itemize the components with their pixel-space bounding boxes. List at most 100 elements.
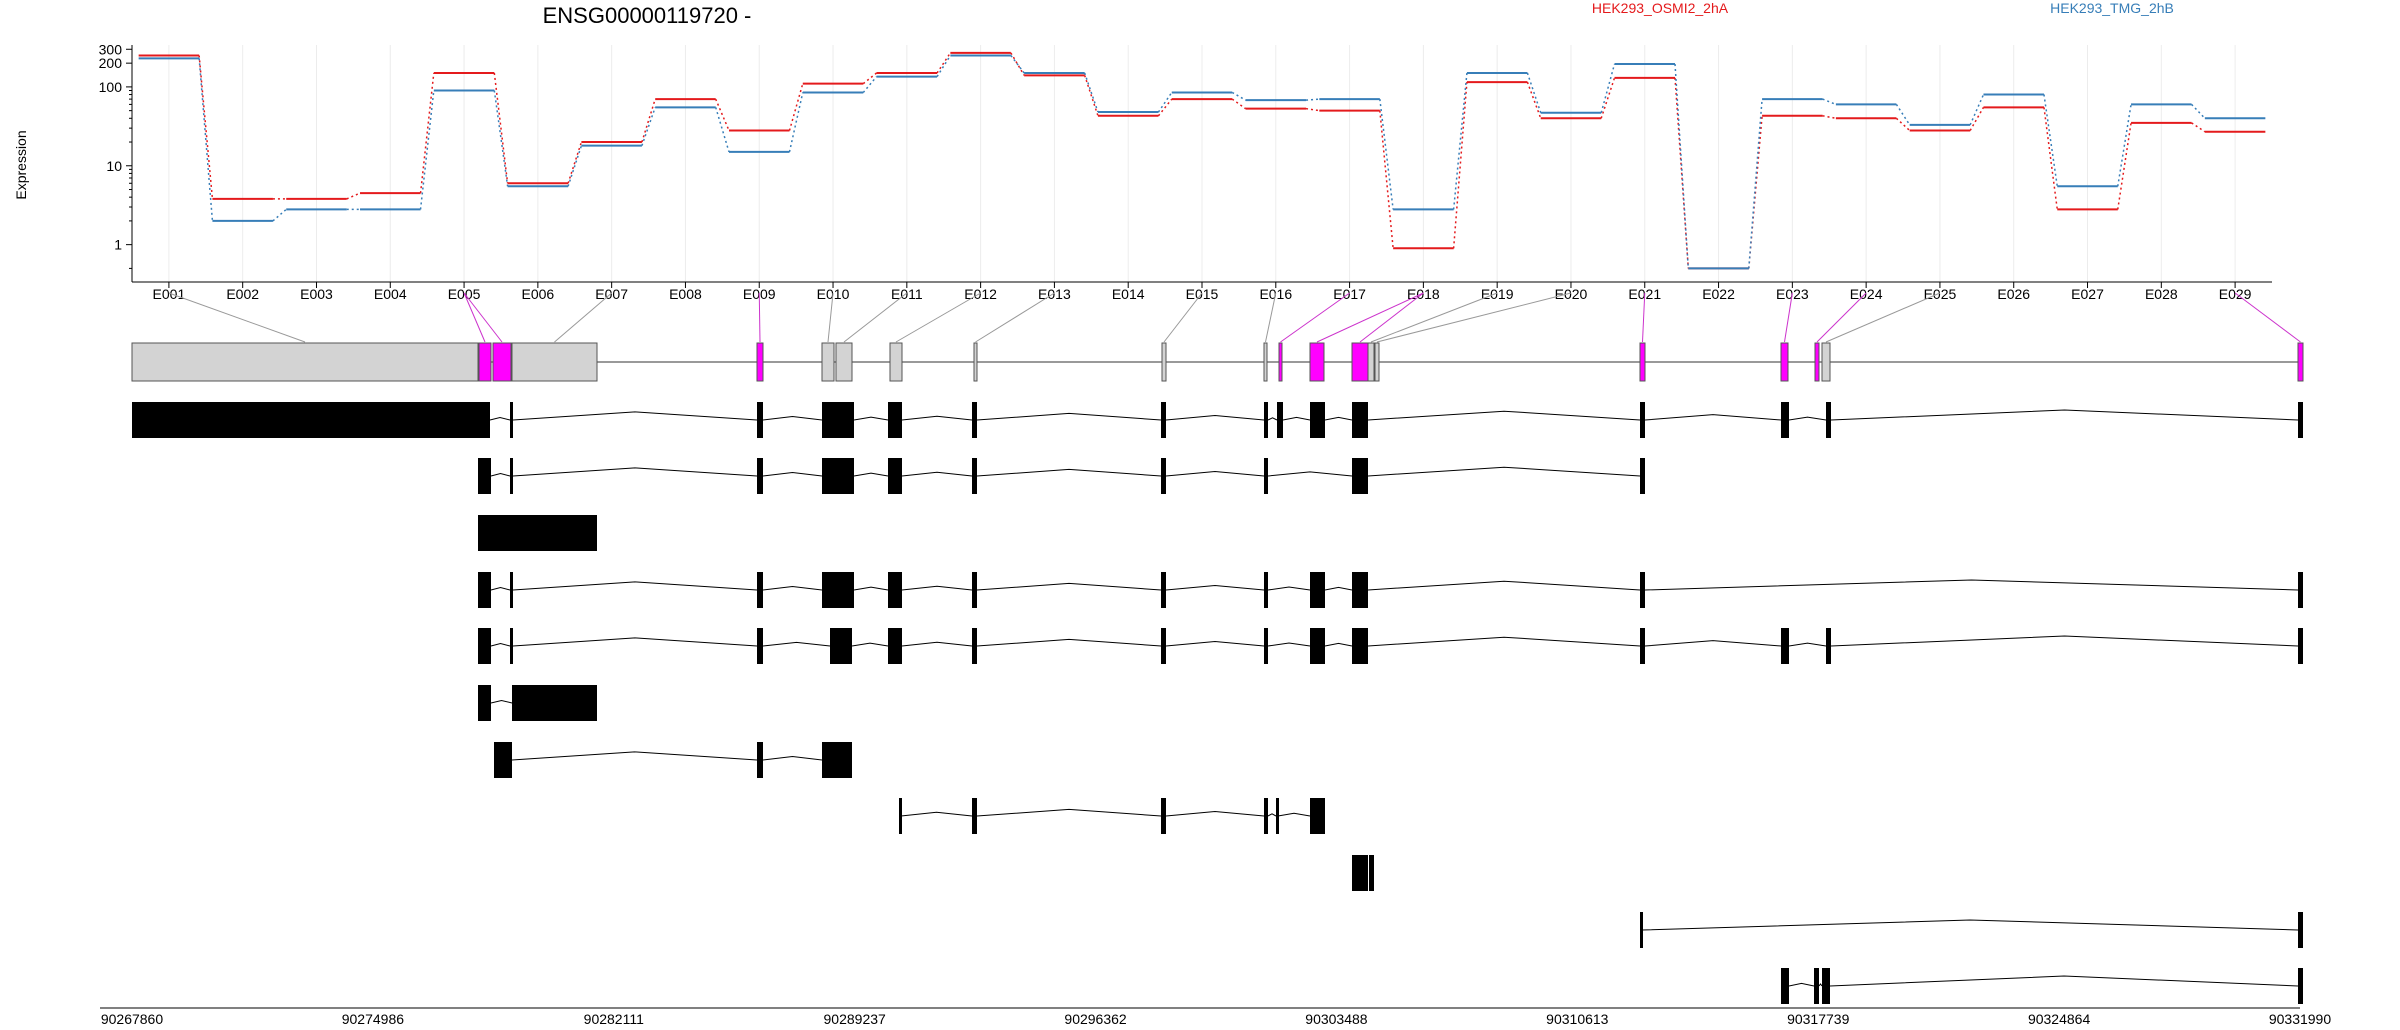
transcript-exon bbox=[2298, 572, 2303, 608]
transcript-exon bbox=[1640, 912, 1643, 948]
transcript-exon bbox=[1352, 855, 1368, 891]
x-tick-label: E029 bbox=[2219, 286, 2252, 302]
series-connector bbox=[1083, 75, 1099, 117]
transcript-exon bbox=[1352, 458, 1368, 494]
x-tick-label: E014 bbox=[1112, 286, 1145, 302]
transcript-exon bbox=[478, 458, 491, 494]
series-connector bbox=[1526, 81, 1542, 119]
y-axis-label: Expression bbox=[13, 130, 29, 199]
series-connector bbox=[1231, 98, 1246, 110]
transcript-exon bbox=[1310, 402, 1325, 438]
exon-connector bbox=[975, 292, 1055, 343]
exon-connector-lines bbox=[168, 292, 2301, 343]
transcript-tracks bbox=[132, 402, 2303, 1004]
series-connector bbox=[788, 92, 804, 153]
intron-line bbox=[512, 637, 758, 647]
exon-connector bbox=[895, 292, 981, 343]
intron-line bbox=[511, 751, 758, 761]
transcript-exon bbox=[1161, 798, 1166, 834]
series-connector bbox=[1674, 77, 1690, 269]
transcript-exon bbox=[1369, 855, 1374, 891]
exon-connector bbox=[827, 292, 834, 343]
transcript-exon bbox=[132, 402, 490, 438]
intron-line bbox=[1165, 415, 1265, 421]
series-connector bbox=[419, 90, 435, 210]
exon-bin bbox=[1814, 342, 1820, 382]
transcript-exon bbox=[1161, 402, 1166, 438]
series-connector bbox=[788, 83, 804, 131]
series-connector bbox=[567, 145, 583, 187]
transcript-exon bbox=[899, 798, 902, 834]
transcript-exon bbox=[510, 458, 513, 494]
series-connector bbox=[641, 107, 656, 146]
intron-line bbox=[1644, 640, 1782, 647]
transcript-exon bbox=[1352, 402, 1368, 438]
intron-line bbox=[1267, 471, 1353, 477]
intron-line bbox=[976, 412, 1162, 421]
x-tick-label: E011 bbox=[891, 286, 923, 302]
intron-line bbox=[976, 638, 1162, 647]
transcript-exon bbox=[1264, 572, 1268, 608]
series-connector bbox=[1895, 103, 1911, 126]
exon-connector bbox=[168, 292, 306, 343]
transcript-exon bbox=[1277, 402, 1283, 438]
series-connector bbox=[1969, 94, 1985, 126]
series-connector bbox=[1010, 55, 1025, 74]
x-tick-label: E007 bbox=[595, 286, 628, 302]
series-connector bbox=[1010, 52, 1025, 76]
intron-line bbox=[1324, 416, 1353, 421]
genome-tick-label: 90296362 bbox=[1064, 1011, 1127, 1027]
intron-line bbox=[976, 582, 1162, 591]
transcript-exon bbox=[2298, 402, 2303, 438]
series-connector bbox=[641, 98, 656, 143]
transcript-exon bbox=[1161, 572, 1166, 608]
x-tick-label: E018 bbox=[1407, 286, 1440, 302]
transcript-4 bbox=[478, 572, 2303, 608]
transcript-exon bbox=[1264, 628, 1268, 664]
exon-connector bbox=[463, 292, 486, 343]
exon-connector bbox=[1359, 292, 1424, 343]
series-2 bbox=[138, 54, 2266, 270]
series-connector bbox=[1748, 99, 1763, 269]
transcript-exon bbox=[478, 628, 491, 664]
transcript-exon bbox=[510, 402, 513, 438]
intron-line bbox=[853, 416, 889, 421]
x-tick-label: E026 bbox=[1997, 286, 2030, 302]
transcript-exon bbox=[1826, 628, 1831, 664]
x-tick-label: E001 bbox=[153, 286, 186, 302]
intron-line bbox=[489, 416, 511, 421]
transcript-exon bbox=[1161, 458, 1166, 494]
transcript-exon bbox=[822, 572, 854, 608]
x-tick-label: E017 bbox=[1333, 286, 1366, 302]
exon-bin bbox=[1367, 342, 1375, 382]
intron-line bbox=[1788, 416, 1827, 421]
intron-line bbox=[1367, 636, 1641, 647]
y-tick-label: 300 bbox=[99, 41, 123, 57]
transcript-exon bbox=[494, 742, 512, 778]
intron-line bbox=[1165, 641, 1265, 647]
transcript-exon bbox=[512, 685, 597, 721]
exon-bin bbox=[1374, 342, 1380, 382]
series-connector bbox=[2191, 103, 2206, 119]
series-connector bbox=[1157, 98, 1173, 117]
intron-line bbox=[1277, 812, 1311, 817]
transcript-exon bbox=[822, 458, 854, 494]
intron-line bbox=[901, 585, 973, 591]
series-connector bbox=[198, 55, 214, 199]
intron-line bbox=[1644, 414, 1782, 421]
series-connector bbox=[2043, 94, 2059, 187]
series-connector bbox=[1083, 72, 1099, 113]
exon-bin bbox=[511, 342, 598, 382]
transcript-exon bbox=[478, 515, 597, 551]
x-tick-label: E002 bbox=[226, 286, 259, 302]
genome-tick-label: 90267860 bbox=[101, 1011, 164, 1027]
transcript-exon bbox=[510, 572, 513, 608]
transcript-exon bbox=[757, 402, 763, 438]
transcript-6 bbox=[478, 685, 597, 721]
series-connector bbox=[2043, 107, 2059, 210]
intron-line bbox=[1324, 586, 1353, 591]
intron-line bbox=[1829, 975, 2299, 987]
transcript-11 bbox=[1781, 968, 2303, 1004]
intron-line bbox=[853, 586, 889, 591]
